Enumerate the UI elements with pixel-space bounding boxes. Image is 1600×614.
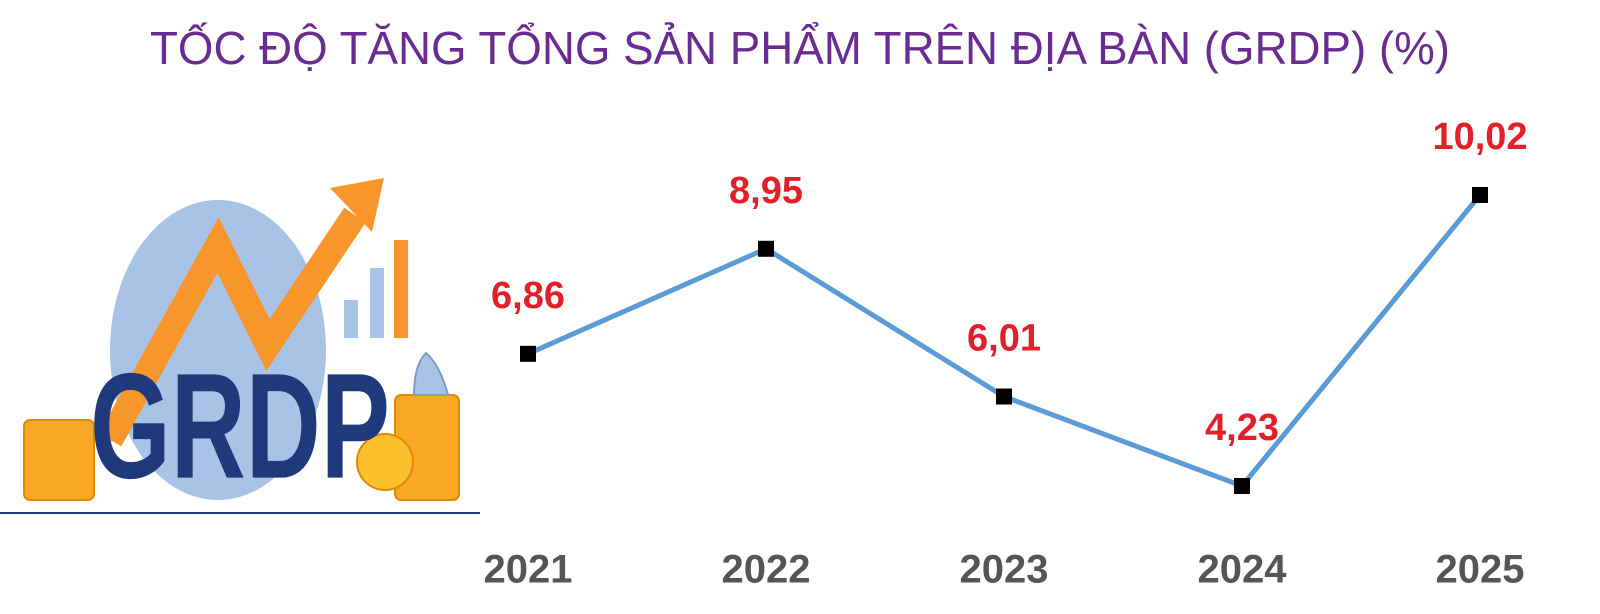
x-tick-label: 2021	[484, 548, 573, 592]
data-label: 10,02	[1432, 116, 1527, 158]
data-label: 8,95	[729, 170, 803, 212]
marker	[520, 345, 536, 362]
illustration-label: GRDP	[90, 342, 390, 510]
x-tick-label: 2024	[1198, 548, 1288, 592]
x-tick-label: 2023	[960, 548, 1049, 592]
x-tick-label: 2025	[1436, 548, 1525, 592]
chart-title: TỐC ĐỘ TĂNG TỔNG SẢN PHẨM TRÊN ĐỊA BÀN (…	[150, 22, 1450, 74]
x-tick-label: 2022	[722, 548, 811, 592]
data-label: 6,86	[491, 275, 565, 317]
marker	[1234, 478, 1250, 494]
marker	[1472, 187, 1488, 203]
illustration: GRDP	[0, 178, 480, 514]
data-label: 4,23	[1205, 407, 1279, 449]
data-label: 6,01	[967, 318, 1041, 360]
marker	[996, 388, 1012, 405]
marker	[758, 240, 774, 257]
